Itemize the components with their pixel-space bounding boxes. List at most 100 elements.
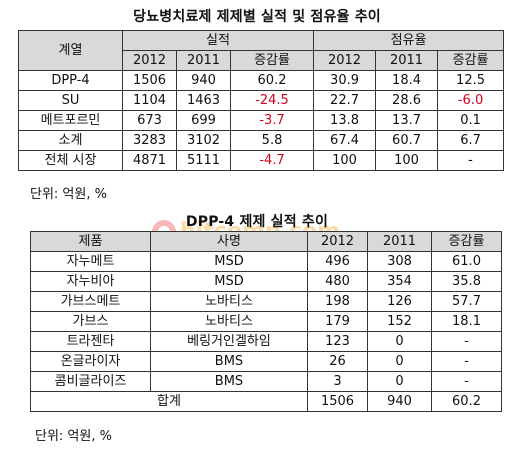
cell-pgr: 6.7: [437, 130, 505, 151]
cell-company: BMS: [150, 351, 308, 372]
cell-p2011: 28.6: [375, 90, 439, 111]
cell-p2012: 13.8: [313, 110, 377, 131]
cell-name: 메트포르민: [18, 110, 123, 131]
cell-y2011: 152: [367, 311, 432, 332]
cell-sgr: 5.8: [229, 130, 315, 151]
cell-s2012: 4871: [122, 150, 177, 171]
total-growth: 60.2: [431, 391, 502, 412]
share-2011-header: 2011: [375, 50, 439, 71]
cell-y2012: 26: [307, 351, 368, 372]
table2-title: DPP-4 제제 실적 추이: [185, 214, 329, 230]
table-row: 온글라이자 BMS 26 0-: [30, 351, 502, 372]
cell-s2012: 673: [122, 110, 177, 131]
col-group-header: 계열: [18, 30, 123, 71]
cell-y2011: 308: [367, 251, 432, 272]
table-row: 트라젠타 베링거인겔하임 123 0-: [30, 331, 502, 352]
table-row: 콤비글라이즈 BMS 3 0-: [30, 371, 502, 392]
cell-p2011: 60.7: [375, 130, 439, 151]
growth-header: 증감률: [431, 231, 502, 252]
cell-y2012: 3: [307, 371, 368, 392]
cell-y2011: 0: [367, 371, 432, 392]
cell-s2011: 699: [176, 110, 231, 131]
cell-p2012: 100: [313, 150, 377, 171]
sales-2012-header: 2012: [122, 50, 177, 71]
cell-y2012: 198: [307, 291, 368, 312]
cell-sgr: -4.7: [229, 150, 315, 171]
market-share-table: 계열 실적 점유율 2012 2011 증감률 2012 2011 증감률 DP…: [18, 30, 505, 171]
cell-product: 가브스: [30, 311, 151, 332]
sales-group-header: 실적: [121, 30, 315, 51]
cell-product: 자누비아: [30, 271, 151, 292]
cell-company: MSD: [150, 251, 308, 272]
cell-company: 노바티스: [150, 291, 308, 312]
dpp4-sales-table: 제품 사명 2012 2011 증감률 자누메트 MSD 496 308 61.0 자누비…: [30, 231, 502, 412]
y2011-header: 2011: [367, 231, 432, 252]
cell-product: 트라젠타: [30, 331, 151, 352]
y2012-header: 2012: [307, 231, 368, 252]
cell-p2011: 18.4: [375, 70, 439, 91]
table-row: 자누메트 MSD 496 308 61.0: [30, 251, 502, 272]
table-row: 메트포르민 673 699 -3.7 13.8 13.7 0.1: [18, 110, 505, 131]
cell-p2012: 22.7: [313, 90, 377, 111]
table-row: 가브스 노바티스 179 152 18.1: [30, 311, 502, 332]
cell-company: 베링거인겔하임: [150, 331, 308, 352]
cell-y2012: 179: [307, 311, 368, 332]
cell-name: DPP-4: [18, 70, 123, 91]
table1-title: 당뇨병치료제 제제별 실적 및 점유율 추이: [133, 9, 381, 25]
cell-y2012: 123: [307, 331, 368, 352]
total-2012: 1506: [307, 391, 368, 412]
cell-name: SU: [18, 90, 123, 111]
cell-product: 온글라이자: [30, 351, 151, 372]
cell-name: 소계: [18, 130, 123, 151]
cell-s2012: 1506: [122, 70, 177, 91]
cell-product: 가브스메트: [30, 291, 151, 312]
cell-s2012: 1104: [122, 90, 177, 111]
cell-s2011: 1463: [176, 90, 231, 111]
table-row: 소계 3283 3102 5.8 67.4 60.7 6.7: [18, 130, 505, 151]
cell-product: 자누메트: [30, 251, 151, 272]
cell-s2011: 5111: [176, 150, 231, 171]
cell-name: 전체 시장: [18, 150, 123, 171]
cell-pgr: -: [437, 150, 505, 171]
table1-unit-note: 단위: 억원, %: [30, 187, 107, 202]
share-2012-header: 2012: [313, 50, 377, 71]
cell-y2012: 496: [307, 251, 368, 272]
cell-p2011: 13.7: [375, 110, 439, 131]
table-row: SU 1104 1463 -24.5 22.7 28.6 -6.0: [18, 90, 505, 111]
total-label: 합계: [30, 391, 308, 412]
company-header: 사명: [150, 231, 308, 252]
cell-growth: 35.8: [431, 271, 502, 292]
cell-company: BMS: [150, 371, 308, 392]
cell-pgr: 0.1: [437, 110, 505, 131]
share-group-header: 점유율: [313, 30, 505, 51]
sales-2011-header: 2011: [176, 50, 231, 71]
cell-growth: 18.1: [431, 311, 502, 332]
table-row: 가브스메트 노바티스 198 126 57.7: [30, 291, 502, 312]
cell-sgr: 60.2: [229, 70, 315, 91]
cell-pgr: 12.5: [437, 70, 505, 91]
product-header: 제품: [30, 231, 151, 252]
cell-growth: 61.0: [431, 251, 502, 272]
cell-p2012: 30.9: [313, 70, 377, 91]
cell-y2011: 0: [367, 331, 432, 352]
cell-y2011: 354: [367, 271, 432, 292]
cell-y2011: 126: [367, 291, 432, 312]
cell-s2012: 3283: [122, 130, 177, 151]
cell-growth: -: [431, 371, 502, 392]
cell-growth: -: [431, 351, 502, 372]
table-row: 전체 시장 4871 5111 -4.7 100 100-: [18, 150, 505, 171]
cell-pgr: -6.0: [437, 90, 505, 111]
share-growth-header: 증감률: [437, 50, 505, 71]
cell-growth: -: [431, 331, 502, 352]
cell-y2012: 480: [307, 271, 368, 292]
cell-p2011: 100: [375, 150, 439, 171]
cell-y2011: 0: [367, 351, 432, 372]
cell-company: MSD: [150, 271, 308, 292]
cell-growth: 57.7: [431, 291, 502, 312]
total-2011: 940: [367, 391, 432, 412]
table-row: 자누비아 MSD 480 354 35.8: [30, 271, 502, 292]
cell-s2011: 3102: [176, 130, 231, 151]
cell-sgr: -24.5: [229, 90, 315, 111]
table2-unit-note: 단위: 억원, %: [35, 429, 112, 444]
cell-company: 노바티스: [150, 311, 308, 332]
